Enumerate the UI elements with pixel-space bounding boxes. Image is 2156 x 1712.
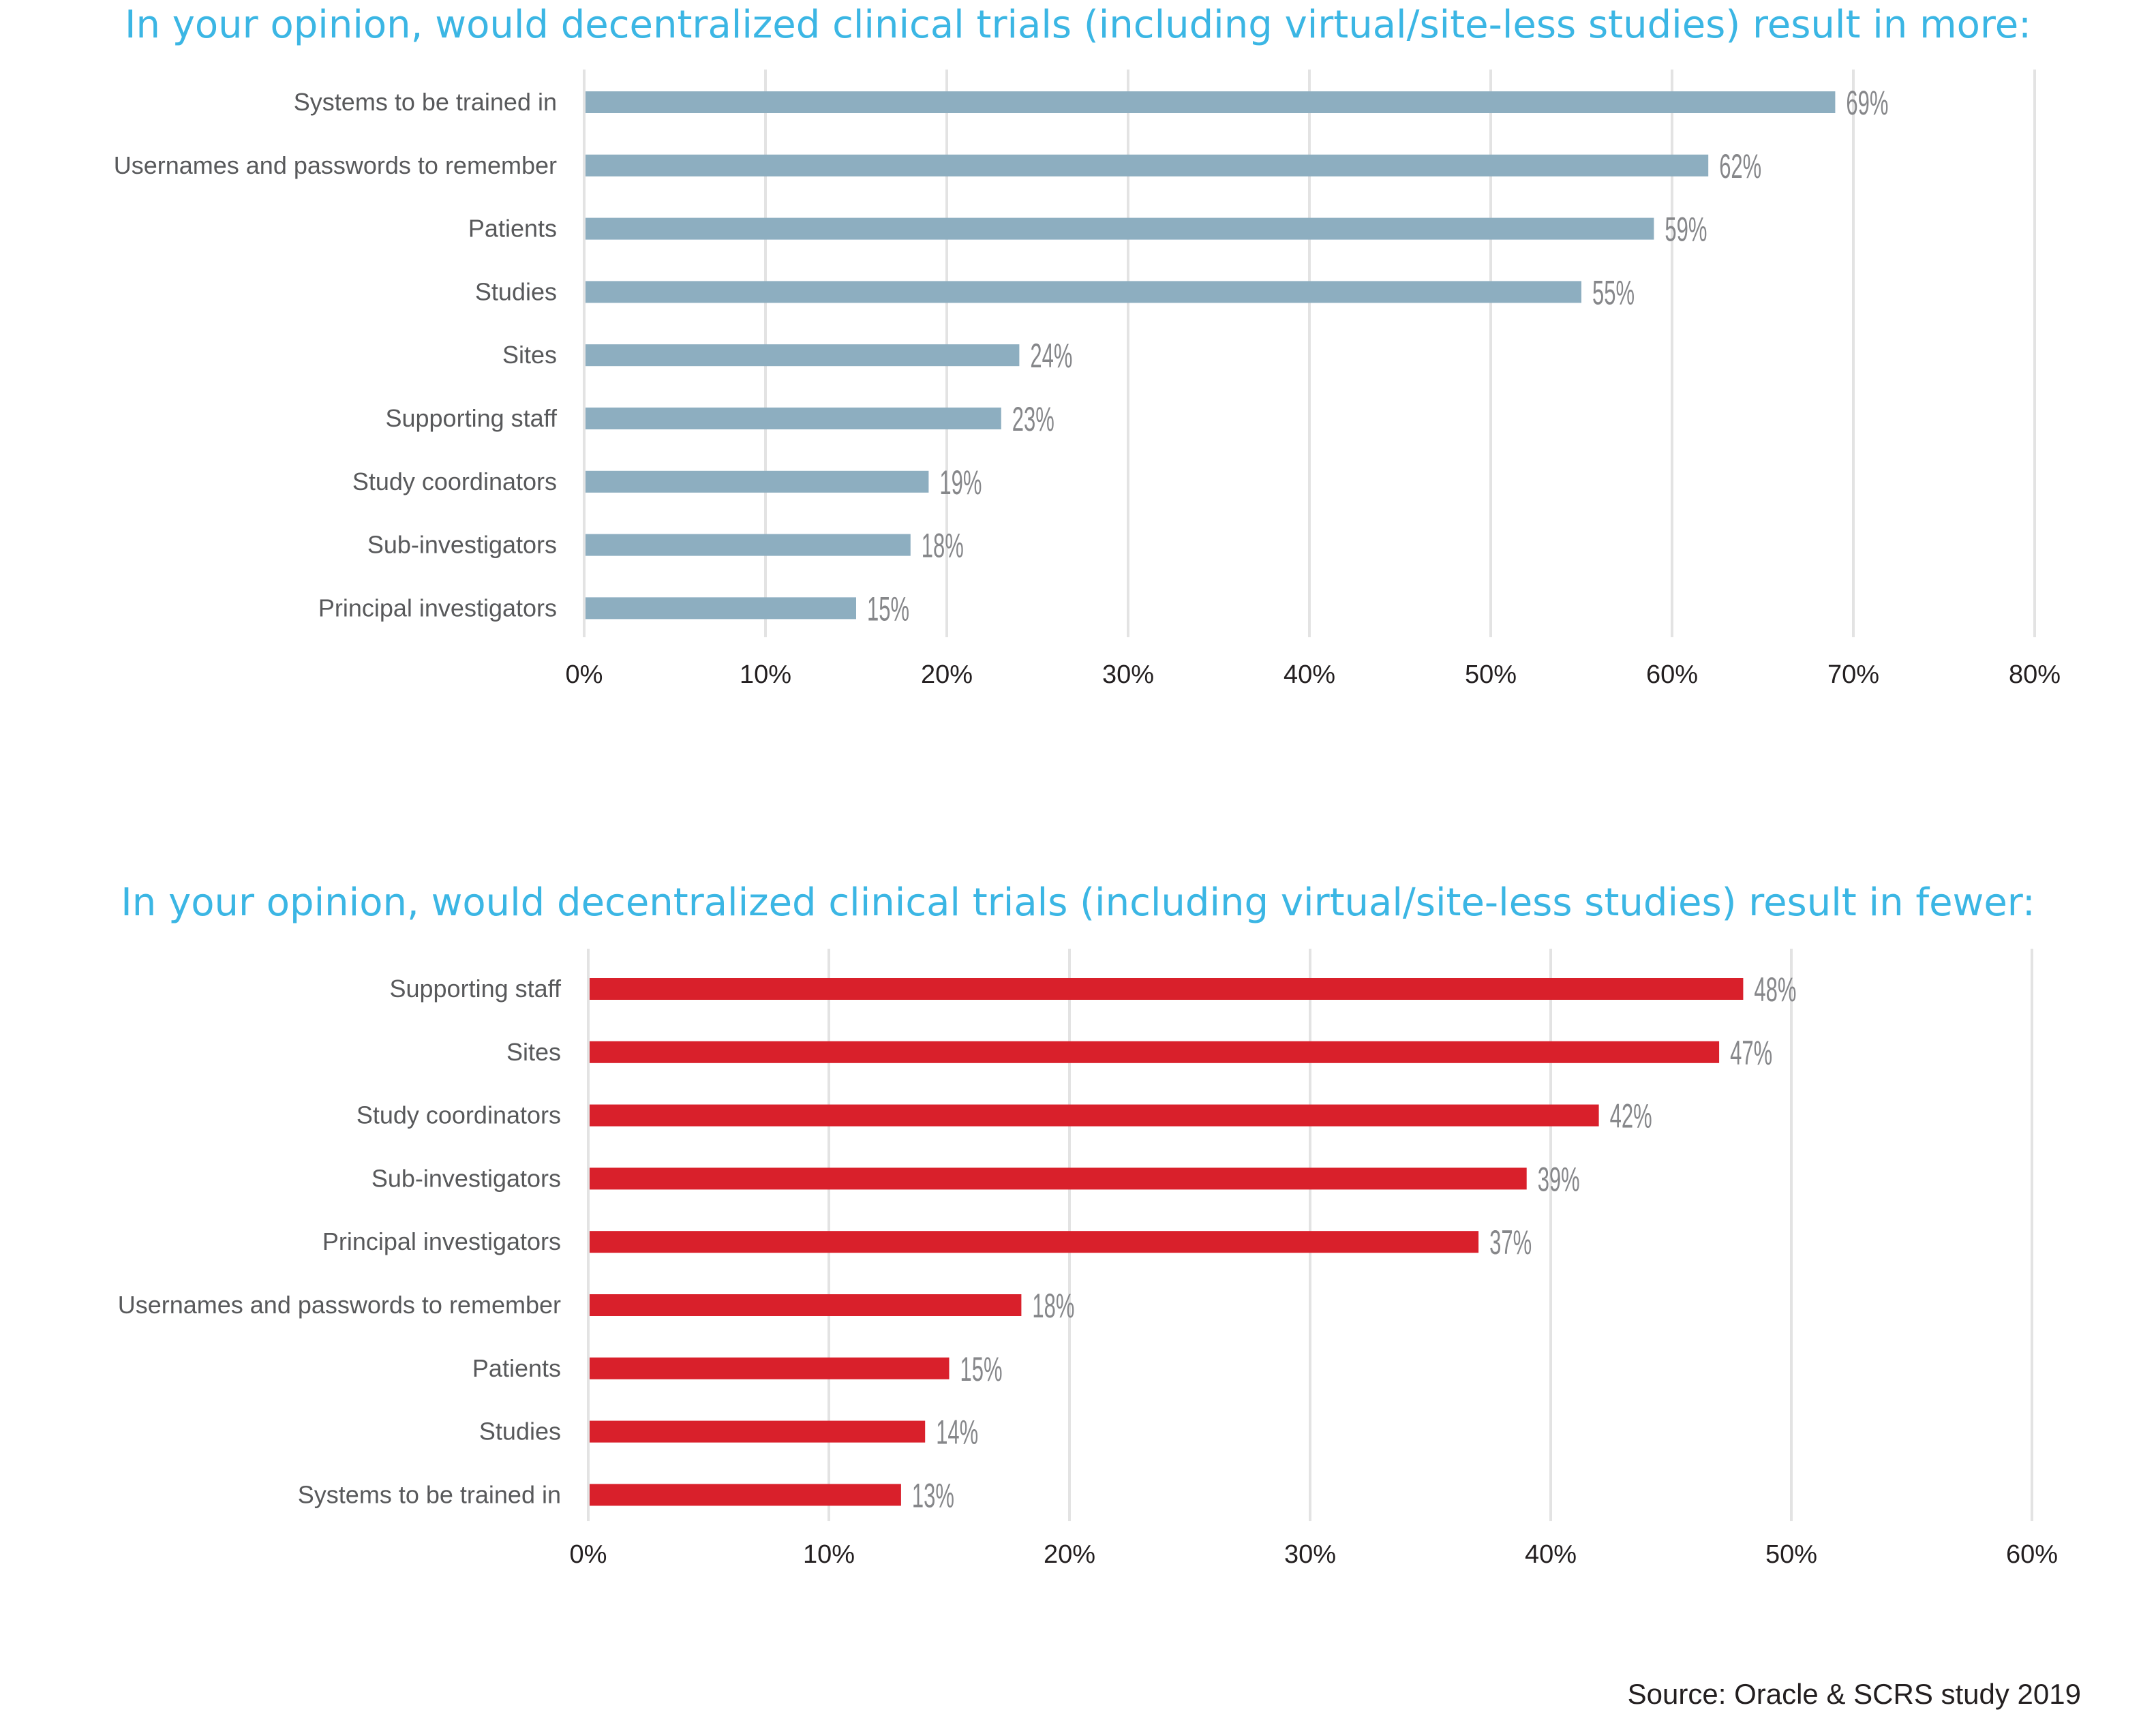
x-tick-label: 0% [570,1540,607,1569]
bar [590,1420,926,1443]
value-label: 13% [912,1476,954,1514]
value-label: 42% [1610,1097,1652,1135]
value-label: 24% [1030,337,1072,375]
bar [586,344,1020,367]
value-label: 62% [1719,147,1761,185]
category-label: Sub-investigators [371,1164,561,1192]
value-label: 69% [1846,83,1888,121]
value-label: 18% [922,526,964,564]
category-label: Patients [468,215,557,243]
value-label: 15% [960,1349,1003,1388]
value-label: 15% [867,590,909,628]
category-label: Supporting staff [385,404,558,432]
x-tick-label: 20% [921,660,973,689]
bar [586,91,1836,113]
value-label: 47% [1730,1033,1772,1071]
x-tick-label: 20% [1044,1540,1095,1569]
bar [586,217,1654,240]
value-label: 19% [939,463,982,501]
category-label: Usernames and passwords to remember [114,151,557,179]
chart-title-fewer: In your opinion, would decentralized cli… [121,881,2035,925]
x-tick-label: 60% [1646,660,1698,689]
x-tick-label: 30% [1284,1540,1336,1569]
value-label: 18% [1032,1286,1074,1324]
bar [590,1041,1720,1063]
source-note: Source: Oracle & SCRS study 2019 [1627,1678,2081,1710]
x-tick-label: 40% [1284,660,1335,689]
x-tick-label: 50% [1765,1540,1817,1569]
bar [590,1231,1479,1253]
category-label: Study coordinators [356,1101,561,1129]
x-tick-label: 0% [566,660,603,689]
category-label: Sites [506,1038,561,1066]
value-label: 55% [1592,273,1635,311]
bar [586,534,911,556]
bar [590,1357,950,1379]
value-label: 59% [1665,210,1707,248]
x-tick-label: 80% [2009,660,2061,689]
bar [586,597,856,620]
value-label: 14% [936,1413,978,1451]
bar [586,281,1581,303]
x-tick-label: 70% [1827,660,1879,689]
category-label: Principal investigators [322,1227,561,1255]
x-tick-label: 50% [1465,660,1517,689]
x-tick-label: 30% [1102,660,1154,689]
value-label: 23% [1012,399,1054,438]
chart-fewer: 0% 10% 20% 30% 40% 50% 60% Supporting staff 48% S… [118,949,2058,1569]
category-label: Systems to be trained in [298,1480,561,1508]
x-tick-label: 10% [803,1540,855,1569]
category-label: Sites [502,341,557,369]
bar [586,470,929,493]
category-label: Systems to be trained in [294,88,557,116]
bar [590,978,1744,1000]
chart-title-more: In your opinion, would decentralized cli… [124,3,2032,47]
bar [590,1167,1527,1190]
bar [590,1104,1599,1127]
bar [586,408,1001,429]
category-label: Usernames and passwords to remember [118,1291,561,1319]
bar [586,154,1709,177]
bar [590,1294,1022,1316]
bar [590,1484,901,1506]
category-label: Study coordinators [352,468,557,495]
category-label: Sub-investigators [367,531,557,559]
category-label: Patients [472,1354,561,1382]
category-label: Studies [479,1418,561,1446]
category-label: Supporting staff [389,975,562,1003]
x-tick-label: 40% [1525,1540,1577,1569]
chart-more: 0% 10% 20% 30% 40% 50% 60% 70% 80% Systems to be … [114,70,2061,689]
category-label: Studies [475,277,557,305]
x-tick-label: 60% [2006,1540,2058,1569]
value-label: 37% [1489,1223,1532,1262]
value-label: 48% [1754,970,1796,1008]
x-tick-label: 10% [740,660,791,689]
category-label: Principal investigators [318,594,557,622]
value-label: 39% [1538,1160,1580,1198]
